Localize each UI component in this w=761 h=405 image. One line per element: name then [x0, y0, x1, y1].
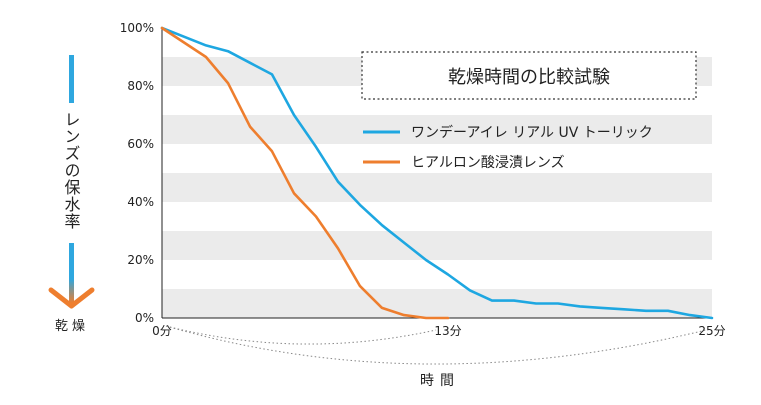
series-line-2: [160, 26, 450, 320]
chart-title: 乾燥時間の比較試験: [448, 67, 610, 88]
title-frame: [361, 51, 697, 100]
series-layer: [160, 26, 714, 320]
x-axis-label: 時間: [420, 373, 460, 389]
y-axis-label: レンズの保水率: [62, 111, 81, 230]
y-axis-indicator: レンズの保水率 乾燥: [48, 55, 95, 334]
chart-title-box: 乾燥時間の比較試験: [361, 51, 697, 100]
y-arrow-head: [48, 287, 95, 309]
y-arrow-label: 乾燥: [55, 319, 89, 334]
y-tick-label: 0%: [135, 311, 154, 325]
y-arrow-shaft-bottom: [69, 243, 74, 303]
x-tick-label: 25分: [698, 324, 725, 338]
y-tick-label: 100%: [120, 21, 154, 35]
y-tick-label: 80%: [127, 79, 154, 93]
brace-25min: [165, 325, 707, 365]
y-tick-label: 40%: [127, 195, 154, 209]
legend-label-1: ワンデーアイレ リアル UV トーリック: [411, 124, 653, 141]
y-tick-label: 60%: [127, 137, 154, 151]
grid-band: [162, 173, 712, 202]
x-tick-label: 0分: [152, 324, 172, 338]
grid-band: [162, 289, 712, 318]
brace-13min: [165, 325, 437, 345]
y-arrow-shaft-top: [69, 55, 74, 103]
time-braces: 時間: [165, 325, 707, 389]
y-tick-label: 20%: [127, 253, 154, 267]
x-tick-labels: 0分 13分 25分: [152, 324, 725, 338]
y-tick-labels: 0% 20% 40% 60% 80% 100%: [120, 21, 154, 325]
legend-label-2: ヒアルロン酸浸漬レンズ: [411, 155, 565, 171]
x-tick-label: 13分: [434, 324, 461, 338]
series-line-1: [160, 26, 714, 320]
grid-band: [162, 231, 712, 260]
